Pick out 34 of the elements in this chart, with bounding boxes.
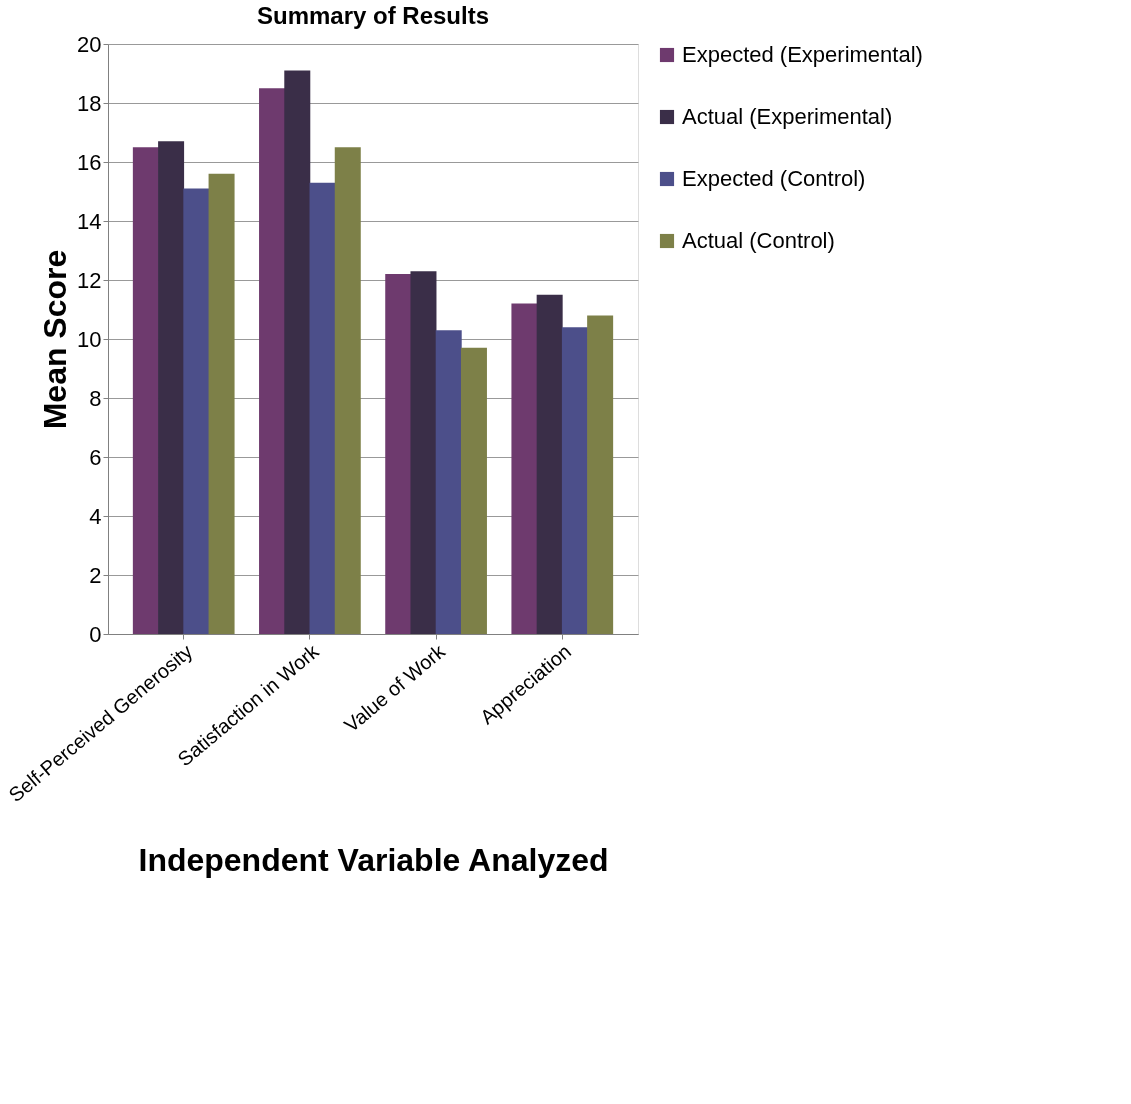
y-tick-label: 10 (77, 326, 102, 352)
bar (158, 141, 185, 634)
bar (511, 303, 538, 634)
y-tick-label: 2 (89, 562, 102, 588)
bar (561, 327, 588, 634)
y-tick-label: 18 (77, 90, 102, 116)
bar (587, 315, 614, 634)
chart-title: Summary of Results (256, 2, 490, 29)
bar (385, 274, 412, 634)
y-tick-label: 0 (89, 621, 102, 647)
bar (132, 147, 159, 634)
y-tick-label: 14 (77, 208, 102, 234)
bar (284, 70, 311, 634)
y-tick-label: 8 (89, 385, 102, 411)
bar (208, 173, 235, 634)
legend-label: Actual (Control) (682, 228, 835, 253)
y-tick-label: 12 (77, 267, 102, 293)
bar (536, 294, 563, 634)
bar (410, 271, 437, 634)
bar (259, 88, 286, 634)
y-tick-label: 6 (89, 444, 102, 470)
legend-label: Expected (Control) (682, 166, 866, 191)
bar (460, 347, 487, 634)
bar (183, 188, 210, 634)
bar (334, 147, 361, 634)
y-tick-label: 20 (77, 31, 102, 57)
y-axis-title: Mean Score (37, 249, 74, 430)
bar (309, 182, 336, 634)
legend-label: Actual (Experimental) (682, 104, 893, 129)
y-tick-label: 16 (77, 149, 102, 175)
y-tick-label: 4 (89, 503, 102, 529)
x-axis-title: Independent Variable Analyzed (138, 842, 609, 879)
bar (435, 330, 462, 634)
legend-label: Expected (Experimental) (682, 42, 923, 67)
